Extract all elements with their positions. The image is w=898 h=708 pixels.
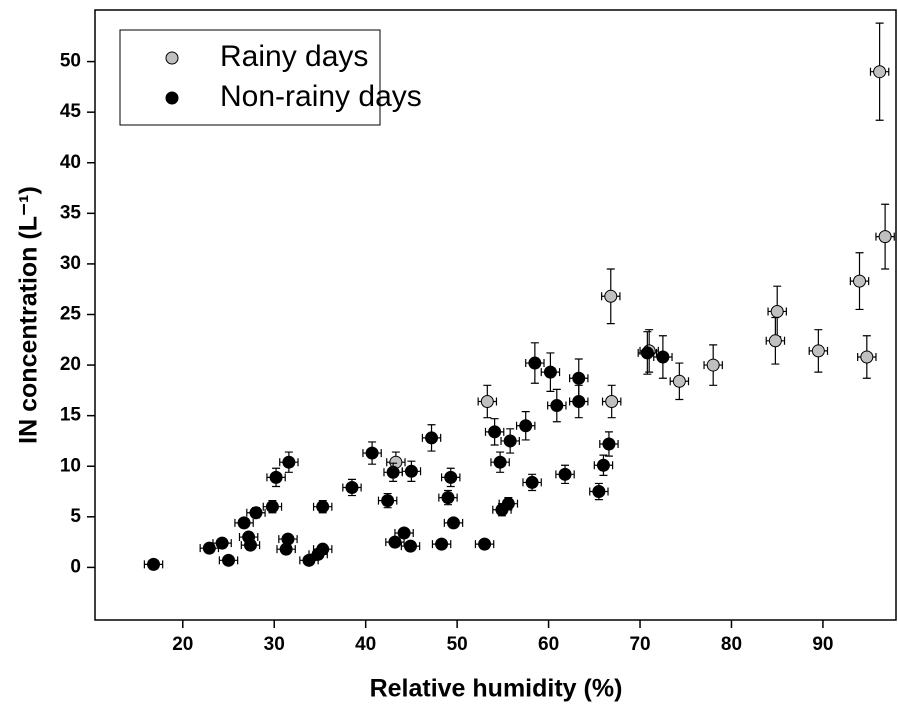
point xyxy=(878,230,892,244)
legend-label: Non-rainy days xyxy=(220,80,422,113)
point xyxy=(488,425,502,439)
point xyxy=(528,356,542,370)
point xyxy=(596,458,610,472)
point xyxy=(768,334,782,348)
point xyxy=(572,394,586,408)
legend-box xyxy=(119,29,381,126)
point xyxy=(770,304,784,318)
point xyxy=(316,542,330,556)
y-tick-label: 40 xyxy=(60,152,81,173)
point xyxy=(493,455,507,469)
x-tick-label: 40 xyxy=(355,634,376,655)
x-tick-label: 90 xyxy=(812,634,833,655)
point xyxy=(316,500,330,514)
y-axis-label: IN concentration (L⁻¹) xyxy=(15,186,43,444)
point xyxy=(215,536,229,550)
x-tick-label: 30 xyxy=(264,634,285,655)
point xyxy=(656,350,670,364)
point xyxy=(519,419,533,433)
point xyxy=(558,467,572,481)
x-tick-label: 60 xyxy=(538,634,559,655)
point xyxy=(403,539,417,553)
point xyxy=(381,494,395,508)
y-tick-label: 25 xyxy=(60,304,82,325)
legend-label: Rainy days xyxy=(220,40,368,73)
point xyxy=(572,371,586,385)
point xyxy=(592,485,606,499)
point xyxy=(853,274,867,288)
point xyxy=(397,526,411,540)
y-tick-label: 35 xyxy=(60,202,82,223)
y-tick-label: 50 xyxy=(60,51,81,72)
point xyxy=(404,464,418,478)
point xyxy=(269,470,283,484)
point xyxy=(237,516,251,530)
point xyxy=(550,399,564,413)
point xyxy=(425,431,439,445)
point xyxy=(640,346,654,360)
point xyxy=(873,65,887,79)
y-tick-label: 10 xyxy=(60,455,81,476)
point xyxy=(446,516,460,530)
y-tick-label: 0 xyxy=(70,556,81,577)
point xyxy=(860,350,874,364)
point xyxy=(602,437,616,451)
legend-marker xyxy=(165,51,179,65)
x-tick-label: 20 xyxy=(172,634,193,655)
point xyxy=(249,506,263,520)
x-tick-label: 70 xyxy=(629,634,650,655)
legend-marker xyxy=(165,91,179,105)
x-axis-label: Relative humidity (%) xyxy=(370,675,623,703)
point xyxy=(282,455,296,469)
point xyxy=(265,500,279,514)
point xyxy=(811,344,825,358)
point xyxy=(441,491,455,505)
point xyxy=(222,553,236,567)
y-tick-label: 20 xyxy=(60,354,81,375)
point xyxy=(147,557,161,571)
point xyxy=(706,358,720,372)
x-tick-label: 80 xyxy=(721,634,742,655)
point xyxy=(503,434,517,448)
point xyxy=(388,535,402,549)
y-tick-label: 30 xyxy=(60,253,81,274)
point xyxy=(501,497,515,511)
point xyxy=(444,470,458,484)
point xyxy=(478,537,492,551)
point xyxy=(243,538,257,552)
point xyxy=(605,394,619,408)
point xyxy=(543,365,557,379)
point xyxy=(345,480,359,494)
point xyxy=(202,541,216,555)
x-tick-label: 50 xyxy=(447,634,468,655)
point xyxy=(672,374,686,388)
point xyxy=(525,475,539,489)
point xyxy=(480,394,494,408)
point xyxy=(604,289,618,303)
y-tick-label: 15 xyxy=(60,405,82,426)
point xyxy=(365,446,379,460)
point xyxy=(435,537,449,551)
point xyxy=(386,465,400,479)
y-tick-label: 5 xyxy=(70,506,81,527)
y-tick-label: 45 xyxy=(60,101,82,122)
point xyxy=(281,532,295,546)
